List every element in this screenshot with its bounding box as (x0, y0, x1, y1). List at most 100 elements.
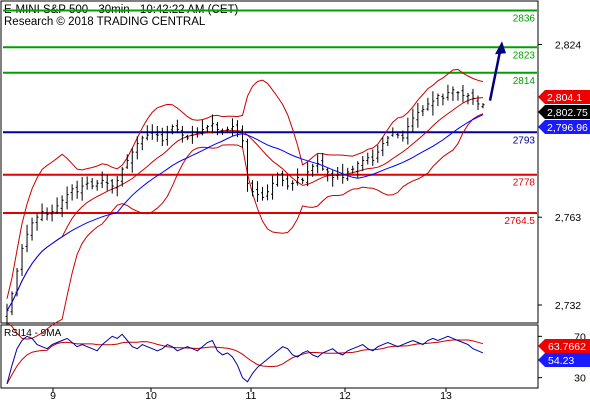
candle (286, 174, 290, 190)
bollinger-bands (6, 68, 484, 340)
chart-subtitle: Research © 2018 TRADING CENTRAL (4, 16, 206, 28)
candle (140, 135, 144, 151)
candle (30, 217, 34, 241)
candle (396, 132, 400, 139)
candle (386, 135, 390, 147)
rsi-box-shape (538, 339, 590, 353)
candle (165, 125, 169, 146)
price-box-shape (538, 105, 590, 119)
candle (356, 161, 360, 179)
candle (90, 178, 94, 190)
level-label: 2793 (513, 135, 536, 146)
candle (261, 186, 265, 201)
rsi-line (6, 333, 484, 385)
candle (301, 177, 305, 184)
candle (456, 91, 460, 101)
candle (266, 184, 270, 201)
candle (376, 145, 380, 163)
rsi-axis: 70 30 63.7662 54.23 (538, 331, 590, 385)
candle (80, 177, 84, 201)
candle (311, 163, 315, 177)
candle (190, 125, 194, 144)
rsi-ma-line (6, 339, 484, 385)
candle (60, 195, 64, 218)
candle (20, 244, 24, 276)
arrow-shaft (488, 51, 502, 101)
candle (115, 175, 119, 197)
candle (10, 291, 14, 316)
candle (361, 156, 365, 172)
candle (180, 125, 184, 143)
candle (281, 170, 285, 187)
candle (200, 119, 204, 136)
rsi-box-label: 54.23 (548, 355, 574, 367)
bollinger-lower (6, 113, 484, 340)
candle (50, 204, 54, 222)
candle (150, 124, 154, 140)
level-label: 2778 (513, 178, 536, 189)
candle (276, 172, 280, 187)
candle (246, 138, 250, 192)
price-tick-label: 2,732 (555, 300, 581, 312)
candle (471, 88, 475, 105)
price-box-shape (538, 90, 590, 104)
candle (110, 179, 114, 194)
candle (296, 168, 300, 186)
candle (446, 84, 450, 101)
time-tick-label: 13 (440, 390, 452, 400)
candle (291, 180, 295, 191)
bollinger-upper (6, 68, 484, 299)
candle (85, 176, 89, 190)
candle (401, 130, 405, 142)
time-axis: 9 10 11 12 13 (50, 388, 452, 400)
candle (240, 125, 244, 148)
price-box-label: 2,796.96 (547, 122, 588, 134)
time-tick-label: 9 (50, 390, 56, 400)
candle (105, 175, 109, 191)
candle (195, 127, 199, 138)
candle (391, 127, 395, 137)
candle (55, 197, 59, 215)
candle (331, 170, 335, 187)
candle (125, 154, 129, 169)
price-box-label: 2,802.75 (547, 107, 588, 119)
price-axis: 2,824 2,763 2,732 (538, 39, 581, 312)
level-label: 2814 (513, 76, 536, 87)
price-boxes: 2,804.1 2,802.75 2,796.96 (538, 90, 590, 134)
rsi-value-box: 63.7662 (538, 339, 590, 353)
candle (351, 165, 355, 174)
candle (215, 122, 219, 136)
price-tick-label: 2,763 (555, 212, 581, 224)
time-tick-label: 11 (246, 390, 257, 400)
candle (220, 128, 224, 135)
rsi-box-shape (538, 353, 590, 367)
candle (436, 93, 440, 107)
level-label: 2764.5 (504, 216, 535, 227)
candle (371, 149, 375, 166)
candle (481, 103, 485, 109)
candle (175, 119, 179, 134)
candle (25, 224, 29, 253)
level-label: 2836 (513, 13, 536, 24)
candle (466, 92, 470, 105)
rsi-tick-label: 30 (574, 373, 586, 385)
candle (441, 93, 445, 106)
moving-average (6, 114, 484, 311)
candle (476, 95, 480, 111)
candle (346, 167, 350, 181)
candle (251, 180, 255, 197)
rsi-value-box: 54.23 (538, 353, 590, 367)
candle (225, 126, 229, 133)
candle (306, 162, 310, 187)
price-tick-label: 2,824 (555, 39, 581, 51)
candle (210, 114, 214, 134)
candle (271, 175, 275, 200)
bollinger-middle (6, 97, 484, 311)
candle (416, 102, 420, 128)
moving-average-line (6, 114, 484, 311)
candle (431, 91, 435, 116)
candle (120, 167, 124, 187)
candle (336, 167, 340, 180)
